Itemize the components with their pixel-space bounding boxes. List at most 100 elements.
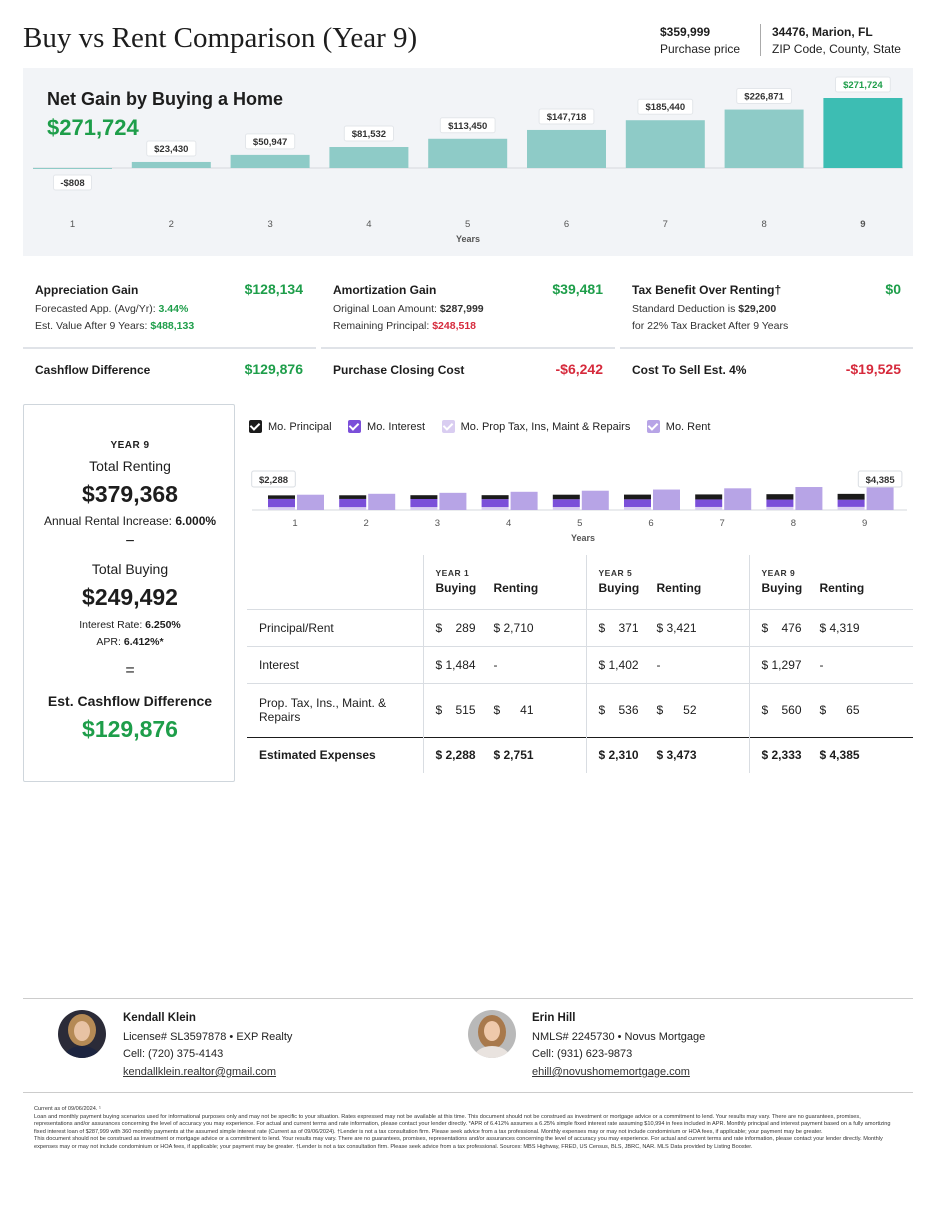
buying-bar-segment (410, 495, 438, 499)
buying-value: $ 536 (598, 703, 639, 717)
net-gain-bar (329, 146, 409, 168)
net-gain-data-label: $271,724 (843, 80, 883, 91)
net-gain-label-box (343, 125, 394, 142)
forecasted-appreciation: Forecasted App. (Avg/Yr): 3.44% (35, 303, 189, 315)
buying-value: $ 2,310 (598, 748, 639, 763)
net-gain-data-label: $147,718 (547, 112, 587, 123)
tax-bracket: for 22% Tax Bracket After 9 Years (632, 320, 789, 332)
interest-checkbox[interactable] (348, 420, 362, 434)
net-gain-tick-label: 5 (465, 219, 470, 230)
interest-rate: Interest Rate: 6.250% (79, 619, 181, 631)
net-gain-bar (625, 120, 705, 168)
monthly-expense-chart: 1 2 3 4 5 6 7 8 9 $2,288 $4,385 Years (251, 470, 907, 543)
table-header-row: YEAR 1 Buying Renting YEAR 5 Buying Rentin… (247, 555, 913, 609)
expense-cell: $ 371 $ 3,421 (585, 609, 749, 646)
equals-sign: = (125, 662, 135, 679)
rent-bar (581, 490, 609, 510)
tax-checkbox[interactable] (441, 420, 455, 434)
total-buying-label: Total Buying (91, 561, 169, 577)
rent-checkbox[interactable] (646, 420, 660, 434)
renting-value: - (656, 657, 661, 672)
net-gain-tick-label: 8 (761, 219, 766, 230)
buying-bar-segment (481, 495, 509, 500)
monthly-tick-label: 2 (364, 518, 369, 529)
buying-bar-segment (695, 494, 723, 500)
buying-value: $ 476 (761, 620, 802, 635)
total-renting-value: $379,368 (82, 481, 178, 507)
buying-value: $ 1,484 (435, 657, 476, 672)
agent-2-nmls: NMLS# 2245730 • Novus Mortgage (532, 1031, 706, 1043)
legend-rent: Mo. Rent (665, 420, 711, 433)
table-row: Interest $ 1,484 - $ 1,402 - $ 1,297 - (247, 646, 913, 683)
buying-bar-segment (695, 499, 723, 507)
monthly-data-label: $2,288 (259, 475, 288, 486)
buying-bar-segment (552, 494, 580, 500)
amortization-gain-title: Amortization Gain (333, 283, 437, 297)
appreciation-gain-value: $128,134 (244, 281, 303, 297)
principal-checkbox[interactable] (249, 420, 262, 434)
net-gain-x-axis-label: Years (456, 234, 480, 244)
buying-bar-segment (624, 506, 651, 510)
buying-bar-segment (552, 507, 580, 510)
rent-bar (368, 493, 396, 510)
agent-1-license: License# SL3597878 • EXP Realty (123, 1031, 293, 1043)
buying-bar-segment (481, 507, 509, 510)
tax-benefit-title: Tax Benefit Over Renting† (632, 283, 782, 297)
renting-value: $ 41 (493, 703, 534, 717)
net-gain-label-box (439, 117, 496, 134)
net-gain-data-label: $226,871 (744, 92, 784, 103)
expense-cell: $ 289 $ 2,710 (422, 609, 586, 646)
net-gain-data-label: $23,430 (154, 144, 188, 155)
expense-cell: $ 1,402 - (585, 646, 749, 683)
buying-bar-segment (339, 495, 367, 499)
cost-to-sell-title: Cost To Sell Est. 4% (632, 363, 747, 377)
expense-cell: $ 515 $ 41 (422, 683, 586, 737)
net-gain-tick-label: 6 (564, 219, 569, 230)
annual-rental-increase: Annual Rental Increase: 6.000% (43, 514, 217, 528)
agent-1-phone: Cell: (720) 375-4143 (123, 1048, 224, 1060)
rent-bar (866, 485, 894, 510)
row-label: Principal/Rent (259, 620, 334, 635)
year-5-header: YEAR 5 Buying Renting (585, 555, 749, 609)
cashflow-difference-total: $129,876 (82, 716, 178, 742)
buying-bar-segment (695, 506, 723, 510)
buying-value: $ 1,297 (761, 657, 802, 672)
monthly-tick-label: 8 (791, 518, 796, 529)
net-gain-data-label: -$808 (60, 178, 84, 189)
agent-1-name: Kendall Klein (123, 1012, 196, 1024)
expense-cell: $ 476 $ 4,319 (748, 609, 913, 646)
expense-cell: $ 560 $ 65 (748, 683, 913, 737)
header-divider (760, 24, 761, 56)
cashflow-difference-value: $129,876 (244, 361, 303, 377)
renting-value: $ 4,319 (819, 620, 860, 635)
legend-interest: Mo. Interest (367, 420, 426, 433)
net-gain-label-box (245, 133, 296, 150)
buying-bar-segment (481, 499, 509, 508)
monthly-x-axis-label: Years (571, 533, 595, 543)
agent-2-email-link[interactable]: ehill@novushomemortgage.com (532, 1066, 690, 1078)
net-gain-tick-label: 3 (267, 219, 272, 230)
buying-value: $ 371 (598, 620, 639, 635)
table-row: Principal/Rent $ 289 $ 2,710 $ 371 $ 3,421 $ … (247, 609, 913, 646)
total-buying-value: $249,492 (82, 584, 178, 610)
location-value: 34476, Marion, FL (772, 25, 873, 39)
buying-bar-segment (624, 499, 651, 507)
totals-year: YEAR 9 (110, 440, 150, 451)
agent-2-phone: Cell: (931) 623-9873 (532, 1048, 633, 1060)
agent-2-name: Erin Hill (532, 1012, 576, 1024)
buying-bar-segment (339, 498, 367, 508)
buying-bar-segment (268, 495, 295, 499)
row-label: Estimated Expenses (259, 748, 376, 763)
disclaimer-text: Current as of 09/06/2024. ¹ Loan and mon… (34, 1106, 891, 1150)
buying-bar-segment (268, 507, 295, 510)
renting-value: - (493, 657, 498, 672)
net-gain-tick-label: 9 (860, 219, 865, 230)
monthly-tick-label: 9 (862, 518, 867, 529)
monthly-tick-label: 4 (506, 518, 511, 529)
monthly-tick-label: 5 (577, 518, 582, 529)
rent-bar (439, 492, 467, 510)
net-gain-data-label: $113,450 (448, 121, 487, 132)
expense-cell: $ 1,484 - (422, 646, 586, 683)
agent-1-email-link[interactable]: kendallklein.realtor@gmail.com (123, 1066, 277, 1078)
monthly-tick-label: 6 (648, 518, 653, 529)
